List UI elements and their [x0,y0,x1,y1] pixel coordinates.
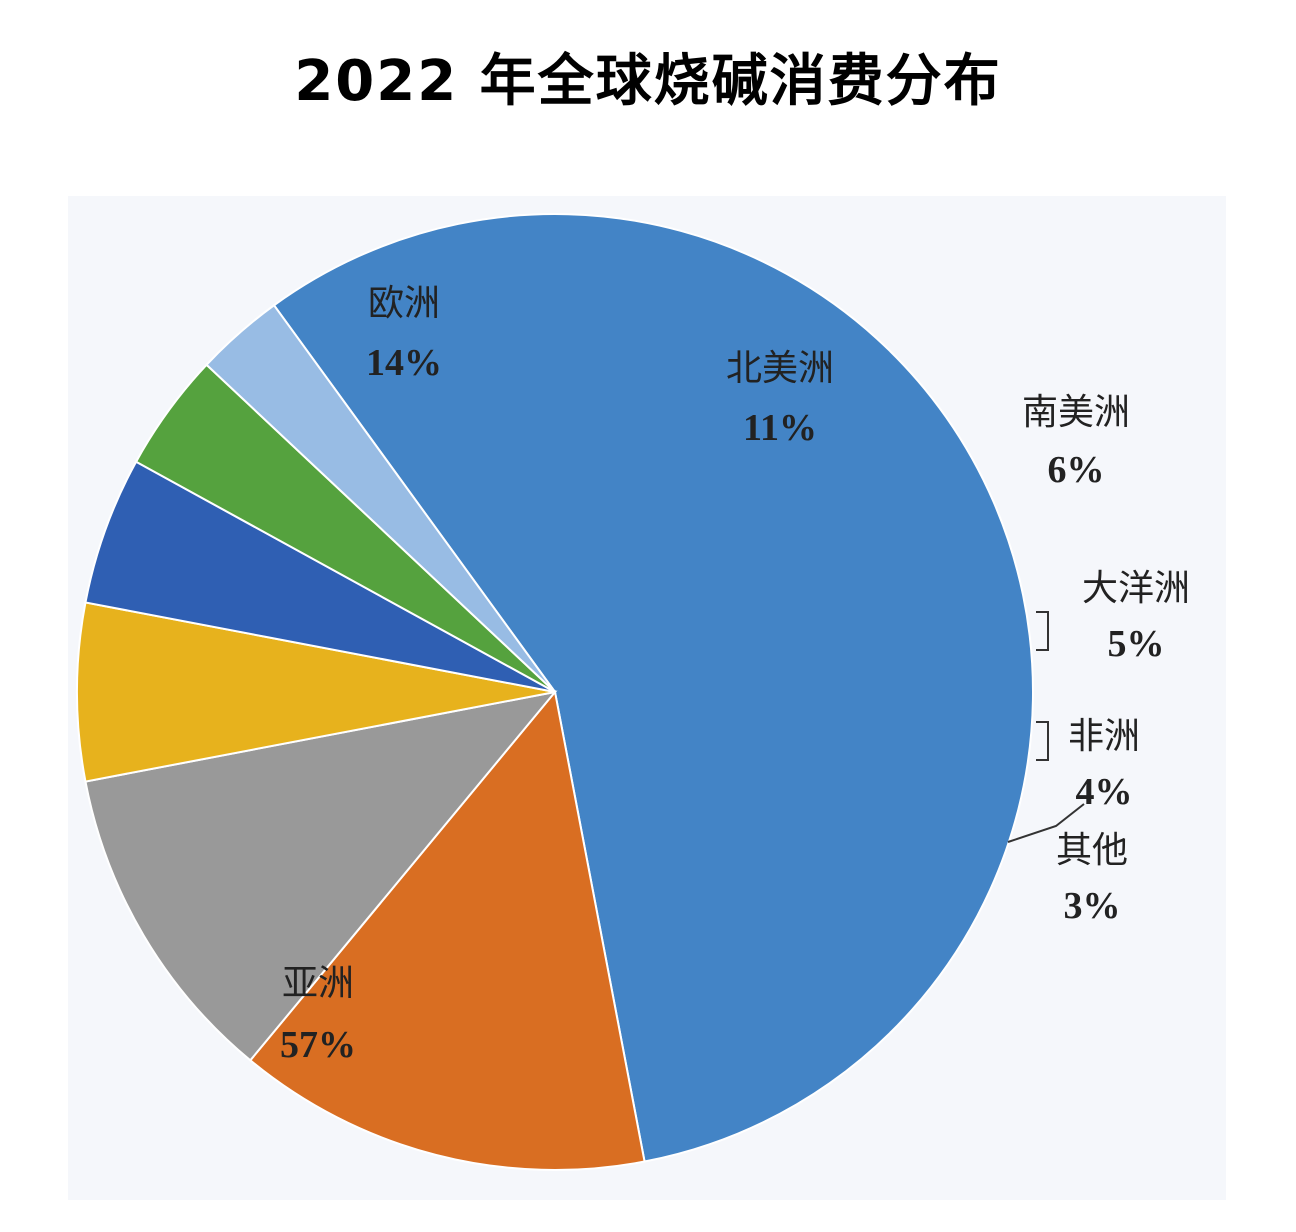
leader-line-3 [1007,803,1085,843]
leader-line-2 [1036,721,1049,761]
pie-slice-4 [76,601,556,783]
pie-slice-7 [205,303,556,693]
slice-name-label: 亚洲 [282,963,354,1004]
chart-title: 2022 年全球烧碱消费分布 [294,49,1002,114]
leader-line-1 [1036,611,1049,651]
pie-slices [76,213,1034,1171]
slice-name-label: 大洋洲 [1082,568,1190,609]
slice-name-label: 非洲 [1068,716,1140,757]
pie-slice-5 [84,460,556,693]
pie-slice-2 [248,689,646,1171]
slice-name-label: 欧洲 [368,283,440,324]
slice-value-label: 57% [280,1024,356,1066]
slice-labels: 亚洲 57% 欧洲 14% 北美洲 11% 南美洲 6% 大洋洲 5% 非洲 4% 其他 3% [280,283,1190,1066]
slice-value-label: 6% [1048,449,1105,491]
pie-slice-3 [84,690,558,1062]
slice-value-label: 14% [366,342,442,384]
slice-value-label: 11% [743,407,817,449]
slice-value-label: 4% [1076,771,1133,813]
leader-lines [1007,611,1085,843]
slice-value-label: 3% [1064,885,1121,927]
slice-name-label: 其他 [1056,830,1128,871]
slice-value-label: 5% [1108,623,1165,665]
slice-name-label: 北美洲 [726,348,834,389]
pie-slice-1 [272,213,1034,1163]
slice-name-label: 南美洲 [1022,392,1130,433]
